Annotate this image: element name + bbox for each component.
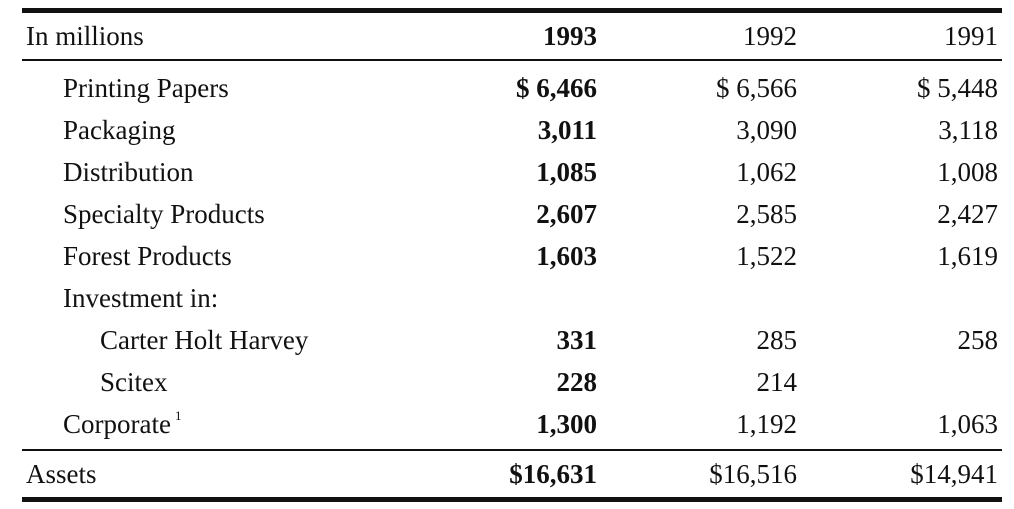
total-rule	[22, 449, 1002, 451]
row-label: Specialty Products	[63, 199, 265, 229]
cell-1991: 1,063	[937, 409, 998, 439]
row-label-text: Corporate	[63, 409, 171, 439]
row-label: Forest Products	[63, 241, 232, 271]
table-row: Printing Papers $ 6,466 $ 6,566 $ 5,448	[22, 67, 1002, 109]
row-label: Packaging	[63, 115, 176, 145]
cell-1993: 2,607	[536, 199, 597, 229]
bottom-rule	[22, 497, 1002, 502]
header-1991: 1991	[944, 21, 998, 51]
table-row: Distribution 1,085 1,062 1,008	[22, 151, 1002, 193]
header-label: In millions	[26, 21, 144, 51]
table-row: Packaging 3,011 3,090 3,118	[22, 109, 1002, 151]
row-label: Printing Papers	[63, 73, 229, 103]
cell-1993: $ 6,466	[516, 73, 597, 103]
table-row: Investment in:	[22, 277, 1002, 319]
cell-1992: 214	[756, 367, 798, 397]
header-row: In millions 1993 1992 1991	[22, 13, 1002, 59]
cell-1992: $ 6,566	[716, 73, 797, 103]
table-row: Scitex 228 214	[22, 361, 1002, 403]
header-rule	[22, 59, 1002, 61]
cell-1991: 1,619	[937, 241, 998, 271]
row-label: Distribution	[63, 157, 194, 187]
cell-1992: 1,192	[736, 409, 797, 439]
cell-1993: 3,011	[537, 115, 597, 145]
cell-1992: 3,090	[736, 115, 797, 145]
total-1991: $14,941	[910, 459, 998, 489]
cell-1992: 1,062	[736, 157, 797, 187]
cell-1992: 2,585	[736, 199, 797, 229]
assets-table: In millions 1993 1992 1991 Printing Pape…	[22, 8, 1002, 502]
cell-1993: 1,300	[536, 409, 597, 439]
row-label: Carter Holt Harvey	[100, 325, 309, 355]
table-body: Printing Papers $ 6,466 $ 6,566 $ 5,448 …	[22, 61, 1002, 449]
cell-1993: 331	[556, 325, 598, 355]
total-label: Assets	[26, 459, 97, 489]
header-1992: 1992	[743, 21, 797, 51]
table-row: Corporate 1 1,300 1,192 1,063	[22, 403, 1002, 445]
cell-1991: 258	[957, 325, 999, 355]
header-1993: 1993	[543, 21, 597, 51]
table-row: Specialty Products 2,607 2,585 2,427	[22, 193, 1002, 235]
cell-1992: 1,522	[736, 241, 797, 271]
total-1992: $16,516	[709, 459, 797, 489]
row-label: Investment in:	[63, 283, 219, 313]
row-label: Scitex	[100, 367, 168, 397]
total-row: Assets $16,631 $16,516 $14,941	[22, 451, 1002, 497]
footnote-marker: 1	[174, 408, 182, 423]
cell-1991: $ 5,448	[917, 73, 998, 103]
table-row: Forest Products 1,603 1,522 1,619	[22, 235, 1002, 277]
cell-1991: 3,118	[938, 115, 998, 145]
row-label: Corporate 1	[63, 403, 181, 445]
cell-1993: 1,603	[536, 241, 597, 271]
cell-1991: 2,427	[937, 199, 998, 229]
top-rule	[22, 8, 1002, 13]
cell-1993: 1,085	[536, 157, 597, 187]
table-row: Carter Holt Harvey 331 285 258	[22, 319, 1002, 361]
cell-1992: 285	[756, 325, 798, 355]
total-1993: $16,631	[509, 459, 597, 489]
cell-1993: 228	[556, 367, 598, 397]
cell-1991: 1,008	[937, 157, 998, 187]
